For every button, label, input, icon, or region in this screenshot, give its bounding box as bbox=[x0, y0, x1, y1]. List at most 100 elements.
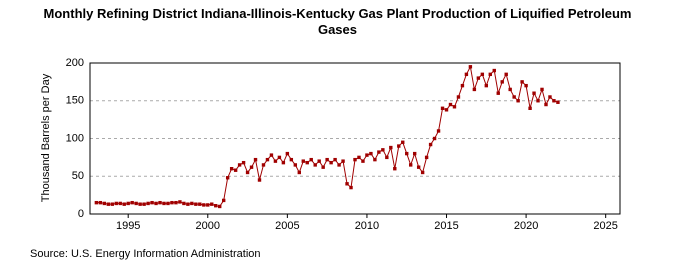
data-point bbox=[186, 202, 190, 206]
data-point bbox=[110, 202, 114, 206]
data-point bbox=[436, 129, 441, 133]
data-point bbox=[233, 168, 238, 172]
data-point bbox=[293, 163, 298, 167]
data-point bbox=[476, 76, 481, 80]
data-point bbox=[142, 202, 146, 206]
data-point bbox=[337, 163, 341, 167]
data-point bbox=[289, 157, 294, 162]
data-point bbox=[524, 83, 528, 88]
data-point bbox=[114, 201, 118, 206]
data-point bbox=[122, 202, 126, 206]
data-point bbox=[206, 203, 210, 207]
data-point bbox=[488, 72, 492, 77]
data-point bbox=[249, 165, 254, 169]
data-point bbox=[241, 160, 246, 165]
data-point bbox=[178, 200, 182, 204]
data-point bbox=[174, 200, 178, 205]
source-note: Source: U.S. Energy Information Administ… bbox=[30, 248, 261, 260]
x-tick-label: 2025 bbox=[593, 220, 617, 232]
data-point bbox=[548, 95, 552, 99]
data-point bbox=[106, 202, 111, 206]
data-point bbox=[150, 200, 154, 205]
data-point bbox=[468, 65, 473, 69]
data-point bbox=[126, 201, 130, 206]
data-point bbox=[166, 201, 170, 206]
y-tick-label: 50 bbox=[72, 170, 84, 182]
y-tick-label: 100 bbox=[66, 132, 84, 144]
data-point bbox=[381, 148, 385, 152]
data-point bbox=[118, 201, 122, 206]
data-point bbox=[365, 153, 369, 157]
data-point bbox=[492, 68, 496, 73]
data-point bbox=[369, 151, 373, 156]
data-point bbox=[460, 83, 465, 88]
data-point bbox=[393, 167, 397, 171]
data-point bbox=[373, 157, 377, 162]
data-point bbox=[377, 150, 381, 154]
data-point bbox=[305, 160, 309, 165]
data-point bbox=[162, 201, 166, 206]
data-point bbox=[512, 95, 516, 99]
data-point bbox=[325, 157, 329, 162]
data-point bbox=[313, 163, 317, 167]
data-point bbox=[225, 176, 230, 180]
data-point bbox=[440, 106, 445, 110]
data-point bbox=[397, 144, 401, 148]
data-point bbox=[428, 142, 433, 147]
data-point bbox=[385, 155, 389, 160]
y-axis-label: Thousand Barrels per Day bbox=[40, 73, 52, 202]
data-point bbox=[416, 165, 421, 169]
data-point bbox=[245, 170, 250, 175]
data-point bbox=[357, 155, 361, 160]
data-point bbox=[508, 87, 512, 92]
data-point bbox=[464, 72, 469, 77]
data-point bbox=[349, 185, 353, 190]
data-point bbox=[202, 203, 206, 207]
data-point bbox=[198, 202, 202, 206]
data-point bbox=[158, 200, 162, 205]
data-point bbox=[301, 159, 305, 163]
data-point bbox=[540, 87, 544, 92]
data-point bbox=[361, 159, 365, 163]
data-point bbox=[253, 157, 258, 162]
data-point bbox=[190, 201, 194, 206]
y-tick-label: 150 bbox=[66, 95, 84, 107]
data-point bbox=[130, 200, 134, 205]
data-point bbox=[218, 204, 222, 209]
data-point bbox=[281, 160, 286, 165]
data-point bbox=[552, 99, 556, 103]
data-line bbox=[96, 65, 559, 208]
data-point bbox=[257, 178, 262, 182]
y-tick-label: 0 bbox=[78, 208, 84, 220]
data-point bbox=[409, 163, 413, 167]
data-point bbox=[472, 87, 477, 92]
data-point bbox=[98, 200, 103, 205]
x-tick-label: 2010 bbox=[355, 220, 379, 232]
data-point bbox=[516, 99, 520, 103]
x-tick-label: 1995 bbox=[116, 220, 140, 232]
data-point bbox=[432, 136, 437, 141]
data-point bbox=[456, 95, 461, 99]
data-point bbox=[504, 72, 508, 77]
data-point bbox=[556, 100, 560, 104]
data-point bbox=[448, 102, 453, 107]
data-point bbox=[345, 182, 349, 186]
data-point bbox=[333, 157, 337, 162]
data-point bbox=[536, 99, 540, 103]
data-point bbox=[424, 155, 429, 160]
data-point bbox=[484, 83, 489, 88]
data-point bbox=[134, 201, 138, 206]
data-point bbox=[229, 167, 234, 171]
data-point bbox=[401, 140, 405, 144]
data-point bbox=[496, 91, 500, 95]
data-point bbox=[182, 201, 186, 206]
x-tick-label: 2005 bbox=[275, 220, 299, 232]
data-point bbox=[261, 163, 266, 167]
data-point bbox=[297, 170, 301, 175]
data-point bbox=[452, 105, 457, 109]
data-point bbox=[317, 159, 321, 163]
chart-title: Monthly Refining District Indiana-Illino… bbox=[43, 6, 632, 37]
data-point bbox=[405, 151, 409, 156]
